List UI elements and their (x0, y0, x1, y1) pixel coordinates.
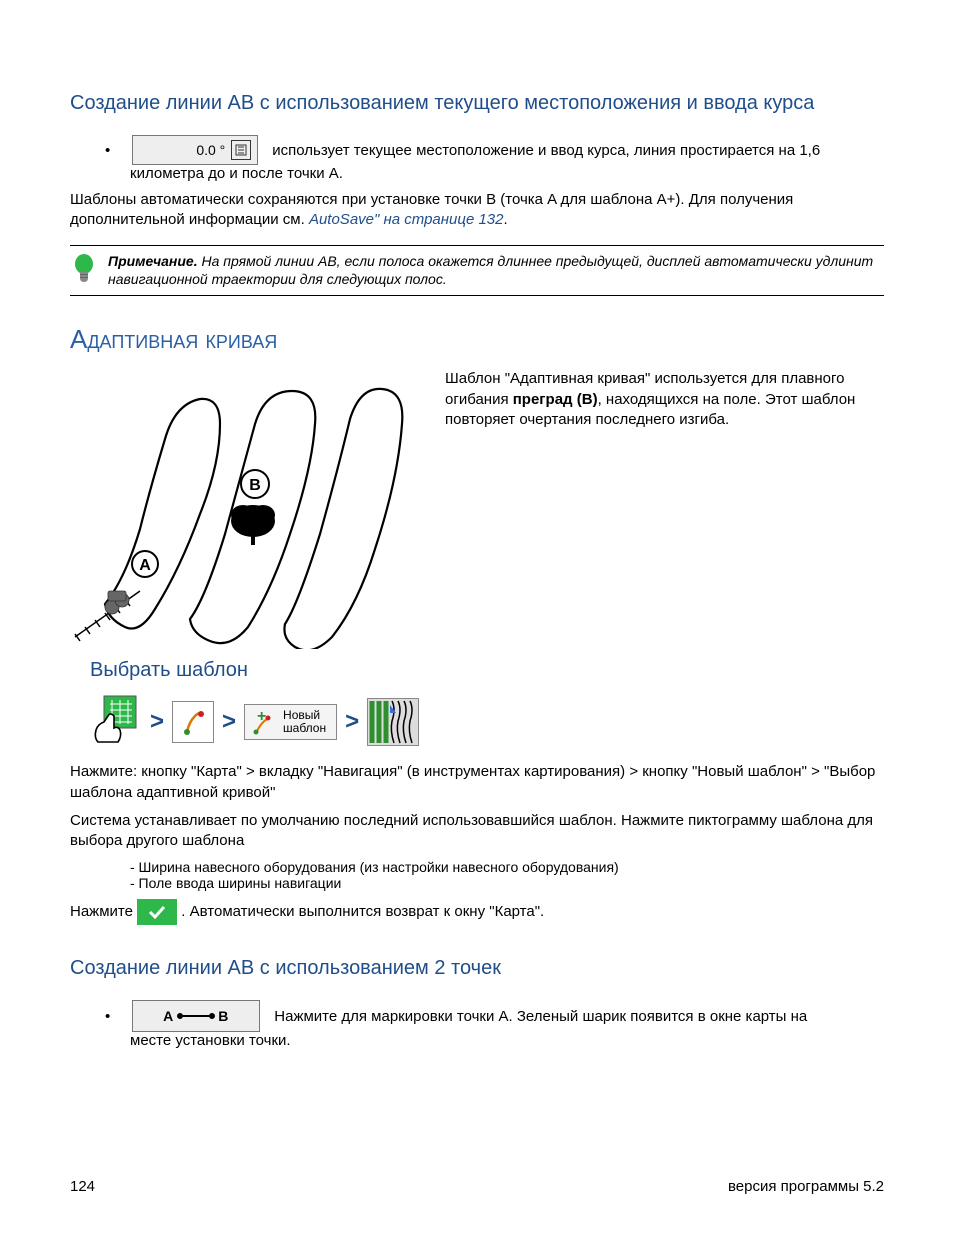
software-version: версия программы 5.2 (728, 1178, 884, 1195)
page-footer: 124 версия программы 5.2 (70, 1178, 884, 1195)
press-confirm-post: . Автоматически выполнится возврат к окн… (181, 903, 544, 920)
heading-create-ab-heading-input: Создание линии AB с использованием текущ… (70, 90, 884, 117)
press-confirm-paragraph: Нажмите . Автоматически выполнится возвр… (70, 899, 884, 925)
autosave-link[interactable]: AutoSave" на странице 132 (309, 211, 504, 228)
note-text: Примечание. На прямой линии AB, если пол… (108, 252, 884, 290)
ab-chip-label-b: B (218, 1008, 229, 1024)
seq-arrow-1: > (150, 708, 164, 736)
adaptive-curve-diagram: A B (70, 369, 415, 649)
new-pattern-button[interactable]: + Новый шаблон (244, 704, 337, 740)
bullet-text-1a: использует текущее местоположение и ввод… (272, 142, 820, 159)
note-label: Примечание. (108, 253, 198, 269)
seq-arrow-2: > (222, 708, 236, 736)
diagram-label-b: B (249, 477, 261, 494)
option-implement-width: - Ширина навесного оборудования (из наст… (130, 859, 884, 875)
press-confirm-pre: Нажмите (70, 903, 137, 920)
option-guidance-width: - Поле ввода ширины навигации (130, 875, 884, 891)
heading-select-pattern: Выбрать шаблон (90, 659, 884, 682)
hand-tap-icon (90, 694, 142, 750)
diagram-label-a: A (139, 557, 151, 574)
lightbulb-icon (70, 252, 98, 290)
default-pattern-text: Система устанавливает по умолчанию после… (70, 811, 884, 852)
navigation-sequence: > > + Новый шаблон > (90, 694, 884, 750)
bullet-marker-2 (105, 1008, 118, 1025)
ab-bullet-text-a: Нажмите для маркировки точки A. Зеленый … (274, 1008, 807, 1025)
new-pattern-label: Новый шаблон (283, 709, 326, 735)
note-block: Примечание. На прямой линии AB, если пол… (70, 245, 884, 297)
heading-input-chip[interactable]: 0.0 ° (132, 135, 258, 165)
bullet-text-1b: километра до и после точки A. (130, 165, 884, 182)
confirm-button[interactable] (137, 899, 177, 925)
page-number: 124 (70, 1178, 95, 1195)
ab-points-chip[interactable]: A B (132, 1000, 260, 1032)
heading-adaptive-curve: Адаптивная кривая (70, 324, 884, 355)
navigation-tab-icon[interactable] (172, 701, 214, 743)
period: . (503, 211, 507, 228)
adaptive-two-col: A B Шаблон "Адаптивная кривая" используе… (70, 369, 884, 649)
keypad-icon[interactable] (231, 140, 251, 160)
bullet-ab-2points: A B Нажмите для маркировки точки A. Зеле… (105, 1000, 884, 1032)
heading-create-ab-2points: Создание линии AB с использованием 2 точ… (70, 955, 884, 982)
adaptive-bold: преград (B) (513, 391, 598, 408)
heading-value: 0.0 ° (196, 142, 225, 158)
bullet-heading-input: 0.0 ° использует текущее местоположение … (105, 135, 884, 165)
note-body: На прямой линии AB, если полоса окажется… (108, 253, 873, 288)
adaptive-pattern-thumb[interactable] (367, 698, 419, 746)
document-page: Создание линии AB с использованием текущ… (0, 0, 954, 1235)
autosave-paragraph: Шаблоны автоматически сохраняются при ус… (70, 190, 884, 231)
press-sequence-text: Нажмите: кнопку "Карта" > вкладку "Навиг… (70, 762, 884, 803)
ab-bullet-text-b: месте установки точки. (130, 1032, 884, 1049)
bullet-marker (105, 142, 118, 159)
seq-arrow-3: > (345, 708, 359, 736)
ab-chip-label: A (163, 1008, 174, 1024)
adaptive-description: Шаблон "Адаптивная кривая" используется … (445, 369, 884, 649)
options-list: - Ширина навесного оборудования (из наст… (130, 859, 884, 891)
